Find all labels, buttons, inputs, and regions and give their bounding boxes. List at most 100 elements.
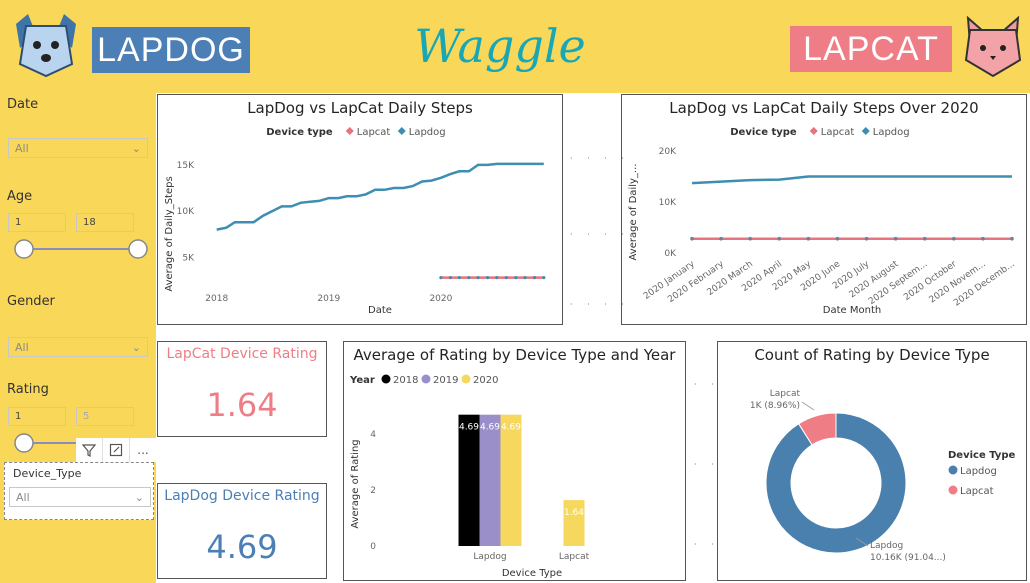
more-options-icon[interactable]: ... — [137, 443, 149, 457]
legend-marker — [809, 127, 818, 135]
x-tick-label: Lapdog — [473, 552, 506, 562]
legend-title: Device type — [730, 127, 797, 138]
slice-label: 10.16K (91.04...) — [870, 553, 946, 563]
data-label: 4.69 — [501, 423, 521, 433]
rating-slider[interactable] — [10, 431, 80, 455]
divider-dots: · · — [694, 540, 720, 549]
data-point — [981, 236, 985, 241]
y-axis-label: Average of Rating — [350, 439, 361, 528]
lapdog-rating-card: LapDog Device Rating 4.69 — [157, 483, 327, 579]
chart-title: LapDog vs LapCat Daily Steps Over 2020 — [669, 99, 979, 117]
leader-line — [855, 537, 869, 547]
y-tick-label: 0K — [664, 249, 677, 259]
x-tick-label: 2019 — [317, 294, 340, 304]
age-slider-min-handle[interactable] — [14, 239, 34, 259]
slice-label: Lapdog — [870, 541, 903, 551]
device-type-dropdown[interactable]: All ⌄ — [9, 487, 151, 507]
age-max-input[interactable]: 18 — [76, 213, 134, 232]
chart-title: LapDog vs LapCat Daily Steps — [247, 99, 473, 117]
data-point — [952, 236, 956, 241]
legend-marker — [948, 465, 958, 475]
data-point — [439, 276, 443, 280]
chevron-down-icon: ⌄ — [131, 141, 141, 155]
data-point — [893, 236, 898, 241]
gender-filter-label: Gender — [7, 294, 55, 309]
bar-2020-lapcat — [563, 500, 585, 546]
slice-label: Lapcat — [770, 389, 801, 399]
y-tick-label: 4 — [370, 430, 376, 440]
data-point — [514, 276, 518, 280]
data-point — [542, 276, 546, 280]
bar-2020-lapdog — [500, 414, 522, 546]
rating-by-year-chart: Average of Rating by Device Type and Yea… — [343, 341, 686, 581]
gender-filter-dropdown[interactable]: All ⌄ — [8, 337, 148, 357]
age-slider-max-handle[interactable] — [128, 239, 148, 259]
legend-marker — [861, 127, 870, 135]
data-point — [777, 236, 782, 241]
rating-min-input[interactable]: 1 — [8, 407, 66, 426]
divider-dots: · · — [694, 460, 720, 469]
device-type-filter-value: All — [16, 490, 30, 504]
data-point — [457, 276, 461, 280]
rating-count-plot: Lapcat 1K (8.96%) Lapdog 10.16K (91.04...) D… — [750, 389, 1016, 563]
lapcat-rating-card: LapCat Device Rating 1.64 — [157, 341, 327, 437]
daily-steps-plot: Device type Lapcat Lapdog 5K 10K 15K 2018 2019 2… — [164, 127, 546, 316]
lapcat-logo: LAPCAT — [790, 26, 952, 72]
rating-slider-min-handle[interactable] — [14, 433, 34, 453]
rating-max-input[interactable]: 5 — [76, 407, 134, 426]
data-point — [922, 236, 927, 241]
legend-title: Year — [349, 375, 375, 386]
y-tick-label: 15K — [177, 161, 195, 171]
lapdog-card-value: 4.69 — [206, 528, 278, 566]
lapdog-logo: LAPDOG — [92, 27, 250, 73]
daily-steps-chart: LapDog vs LapCat Daily Steps Device type… — [157, 94, 563, 325]
age-slider[interactable] — [10, 237, 152, 261]
chart-title: Count of Rating by Device Type — [754, 346, 990, 364]
waggle-logo: Waggle — [400, 2, 600, 82]
filter-icon[interactable] — [76, 438, 103, 462]
x-axis-label: Date — [368, 305, 392, 316]
legend-label: 2020 — [473, 375, 498, 386]
data-point — [523, 276, 527, 280]
y-tick-label: 20K — [659, 147, 677, 157]
y-axis-label: Average of Daily_Steps — [164, 176, 175, 291]
data-point — [532, 276, 537, 280]
rating-count-chart: Count of Rating by Device Type Lapcat 1K … — [717, 341, 1027, 581]
lapdog-mascot-icon — [16, 14, 76, 78]
lapcat-card-title: LapCat Device Rating — [166, 346, 318, 362]
data-point — [835, 236, 840, 241]
app-title: Waggle — [414, 19, 586, 73]
data-point — [806, 236, 811, 241]
legend-label: Lapcat — [821, 127, 855, 138]
series-line-lapdog — [691, 175, 1012, 185]
x-tick-label: Lapcat — [559, 552, 590, 562]
focus-mode-icon[interactable] — [103, 438, 130, 462]
data-point — [495, 276, 499, 280]
device-type-filter-label: Device_Type — [13, 467, 82, 480]
date-filter-value: All — [15, 141, 29, 155]
legend-marker — [397, 127, 406, 135]
chevron-down-icon: ⌄ — [134, 490, 144, 504]
date-filter-dropdown[interactable]: All ⌄ — [8, 138, 148, 158]
data-point — [719, 236, 723, 241]
data-label: 1.64 — [564, 508, 584, 518]
series-line-lapdog — [216, 162, 544, 231]
x-axis-label: Device Type — [502, 568, 562, 579]
legend-label: Lapdog — [960, 466, 997, 477]
leader-line — [801, 401, 815, 411]
x-axis-label: Date Month — [823, 305, 881, 316]
data-point — [748, 236, 752, 241]
y-tick-label: 2 — [370, 486, 376, 496]
age-min-input[interactable]: 1 — [8, 213, 66, 232]
data-point — [467, 276, 471, 280]
legend-marker — [421, 374, 431, 384]
data-point — [476, 276, 480, 280]
lapcat-mascot-icon — [964, 15, 1022, 78]
chevron-down-icon: ⌄ — [131, 340, 141, 354]
legend-title: Device type — [266, 127, 333, 138]
data-point — [504, 276, 508, 280]
chart-title: Average of Rating by Device Type and Yea… — [353, 346, 676, 364]
y-tick-label: 0 — [370, 542, 376, 552]
